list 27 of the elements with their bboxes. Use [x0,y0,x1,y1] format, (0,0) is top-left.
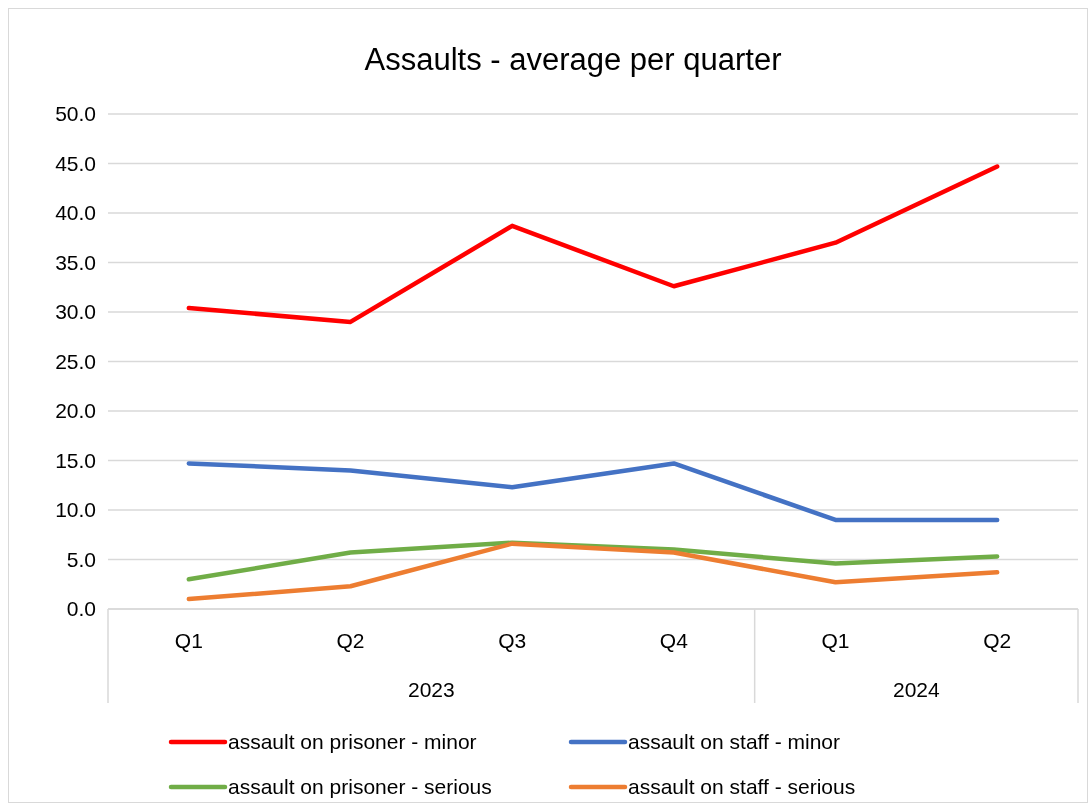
text: 2024 [892,678,941,701]
x-tick-label: Q2 [336,629,365,652]
y-tick-label: 0.0 [66,597,96,621]
chart-title: Assaults - average per quarter [364,42,782,77]
legend-label: assault on prisoner - minor [228,730,477,754]
y-tick-label: 50.0 [55,102,96,126]
legend-label: assault on prisoner - serious [228,775,492,799]
line-series [186,461,1000,523]
line-series [186,164,1000,325]
text: 2023 [407,678,455,701]
x-tick-label: Q1 [821,629,850,652]
y-tick-label: 35.0 [55,250,96,274]
x-tick-label: Q3 [498,629,527,652]
y-tick-label: 40.0 [55,201,96,225]
legend-label: assault on staff - serious [628,775,856,799]
x-tick-label: Q4 [659,629,689,652]
y-tick-label: 15.0 [55,448,96,472]
legend-label: assault on staff - minor [628,730,841,754]
line-series [186,541,1000,602]
y-tick-label: 5.0 [66,547,96,571]
y-tick-label: 45.0 [55,151,96,175]
y-tick-label: 30.0 [55,300,96,324]
y-tick-label: 20.0 [55,399,96,423]
y-tick-label: 10.0 [55,498,96,522]
x-tick-label: Q1 [174,629,203,652]
y-tick-label: 25.0 [55,349,96,373]
x-tick-label: Q2 [983,629,1012,652]
